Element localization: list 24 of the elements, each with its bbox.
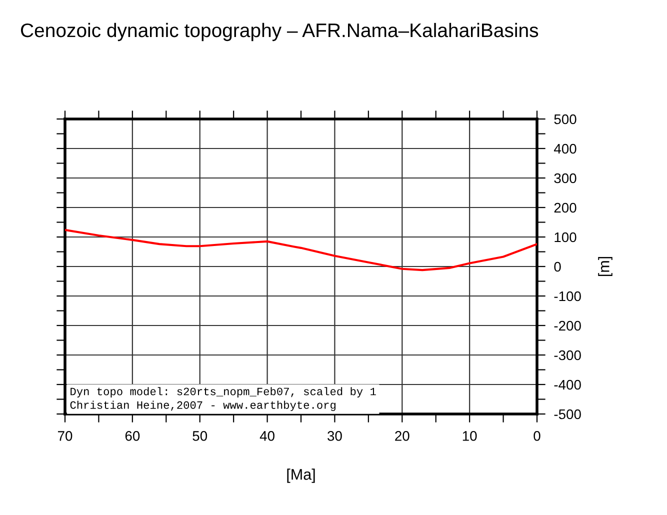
y-tick-label: 100	[554, 232, 576, 242]
x-tick-label: 20	[395, 431, 410, 441]
x-tick-label: 10	[462, 431, 477, 441]
x-tick-label: 70	[58, 431, 72, 441]
y-tick-label: -100	[554, 291, 581, 302]
x-tick-label: 50	[192, 431, 208, 441]
line-series	[65, 228, 537, 272]
x-axis-title: [Ma]	[287, 468, 315, 483]
y-tick-label: 500	[554, 114, 576, 124]
y-tick-label: -300	[554, 350, 581, 360]
y-tick-label: 300	[554, 173, 576, 184]
y-tick-label: 0	[554, 262, 561, 272]
y-tick-label: 200	[554, 202, 576, 213]
annotation: Dyn topo model: s20rts_nopm_Feb07, scaled by 1 Christian Heine,2007 - www.earthbyte.org	[70, 387, 376, 412]
y-tick-label: -400	[554, 380, 581, 390]
x-tick-label: 30	[328, 431, 342, 441]
y-axis-title: [m]	[598, 256, 612, 276]
y-tick-label: 400	[554, 144, 576, 154]
y-tick-label: -200	[554, 320, 581, 331]
x-tick-label: 0	[534, 431, 540, 441]
x-tick-label: 40	[260, 431, 274, 441]
x-tick-label: 60	[125, 431, 140, 441]
chart-title: Cenozoic dynamic topography – AFR.Nama–KalahariBasins	[20, 22, 538, 42]
y-tick-label: -500	[554, 409, 581, 420]
